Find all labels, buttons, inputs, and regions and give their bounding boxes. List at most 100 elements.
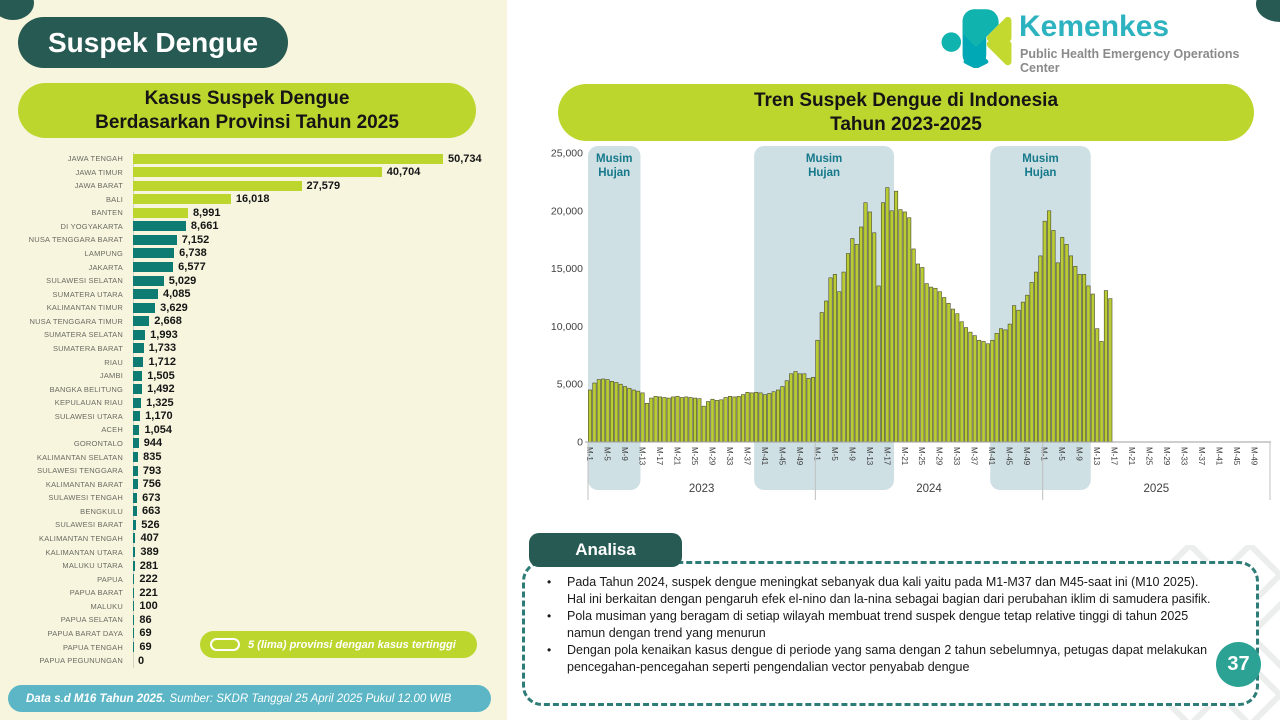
province-row: JAMBI 1,505 — [0, 369, 507, 382]
province-row: BANGKA BELITUNG 1,492 — [0, 383, 507, 396]
left-panel: Suspek Dengue Kasus Suspek Dengue Berdas… — [0, 0, 507, 720]
x-axis-tick-label: M-49 — [1249, 447, 1258, 466]
weekly-bar — [1038, 255, 1043, 443]
trend-chart-title: Tren Suspek Dengue di Indonesia Tahun 20… — [558, 84, 1254, 141]
analysis-box: Pada Tahun 2024, suspek dengue meningkat… — [522, 561, 1259, 706]
y-axis-tick-label: 20,000 — [551, 205, 583, 217]
weekly-bar — [1029, 282, 1034, 443]
weekly-bar — [636, 390, 641, 443]
weekly-bar — [1090, 293, 1095, 443]
province-chart-title-line1: Kasus Suspek Dengue — [144, 88, 350, 110]
province-value: 8,661 — [190, 220, 219, 233]
weekly-bar — [1025, 294, 1030, 443]
province-label: ACEH — [101, 425, 123, 435]
weekly-bar — [894, 190, 899, 443]
kemenkes-logo-icon — [941, 9, 1012, 69]
weekly-bar — [793, 371, 798, 443]
province-bar — [133, 642, 135, 653]
weekly-bar — [640, 392, 645, 443]
province-value: 222 — [139, 573, 158, 586]
weekly-bar — [588, 389, 593, 443]
province-row: RIAU 1,712 — [0, 356, 507, 369]
weekly-bar — [666, 397, 671, 443]
weekly-bar — [1047, 210, 1052, 443]
province-bar — [133, 628, 135, 639]
province-label: SUMATERA UTARA — [52, 289, 123, 299]
weekly-bar — [946, 302, 951, 443]
weekly-bar — [872, 232, 877, 443]
weekly-bar — [929, 286, 934, 443]
weekly-bar — [937, 291, 942, 443]
province-label: SULAWESI TENGGARA — [37, 466, 123, 476]
province-bar — [133, 234, 177, 245]
weekly-bar — [832, 274, 837, 443]
weekly-bar — [902, 211, 907, 443]
province-bar — [133, 180, 302, 191]
province-label: BENGKULU — [80, 506, 123, 516]
province-chart-axis-line — [133, 152, 134, 668]
weekly-bar — [1055, 262, 1060, 443]
weekly-bar — [732, 396, 737, 443]
weekly-bar — [880, 202, 885, 443]
province-value: 407 — [140, 532, 159, 545]
province-row: SUMATERA BARAT 1,733 — [0, 342, 507, 355]
musim-hujan-band — [588, 146, 641, 490]
weekly-bar — [736, 396, 741, 443]
weekly-bar — [1077, 274, 1082, 443]
analysis-bullet: Pada Tahun 2024, suspek dengue meningkat… — [541, 574, 1212, 608]
province-value: 4,085 — [162, 288, 191, 301]
x-axis-tick-label: M-33 — [725, 447, 734, 466]
weekly-bar — [754, 391, 759, 443]
weekly-bar — [675, 396, 680, 443]
province-bar — [133, 560, 135, 571]
province-label: JAWA TENGAH — [67, 154, 123, 163]
province-label: NUSA TENGGARA TIMUR — [29, 316, 123, 326]
weekly-bar — [942, 297, 947, 443]
x-axis-tick-label: M-25 — [1145, 447, 1154, 466]
weekly-bar — [981, 341, 986, 443]
province-label: BANGKA BELITUNG — [49, 384, 123, 394]
weekly-bar — [815, 339, 820, 443]
province-chart-title: Kasus Suspek Dengue Berdasarkan Provinsi… — [18, 83, 476, 138]
weekly-bar — [1068, 255, 1073, 443]
analysis-bullet: Dengan pola kenaikan kasus dengue di per… — [541, 642, 1212, 676]
weekly-bar — [977, 339, 982, 443]
weekly-bar — [964, 327, 969, 443]
province-bar — [133, 411, 141, 422]
province-label: KALIMANTAN TENGAH — [39, 533, 123, 543]
weekly-bar — [710, 398, 715, 443]
province-bar — [133, 302, 156, 313]
x-axis-tick-label: M-17 — [655, 447, 664, 466]
province-label: SULAWESI UTARA — [54, 411, 123, 421]
province-value: 1,733 — [148, 342, 177, 355]
musim-hujan-label: Musim Hujan — [1022, 153, 1058, 179]
x-axis-tick-label: M-49 — [795, 447, 804, 466]
province-label: PAPUA BARAT DAYA — [47, 628, 123, 638]
province-value: 1,505 — [147, 369, 175, 382]
province-bar — [133, 452, 139, 463]
province-value: 793 — [142, 464, 162, 477]
province-label: KALIMANTAN SELATAN — [36, 452, 123, 462]
kemenkes-logo-name: Kemenkes — [1019, 10, 1170, 43]
weekly-bar — [784, 380, 789, 443]
province-bar — [133, 357, 144, 368]
weekly-bar — [688, 397, 693, 443]
province-value: 6,577 — [178, 261, 206, 274]
weekly-bar — [806, 378, 811, 443]
legend-swatch-icon — [210, 638, 240, 651]
province-value: 1,492 — [147, 383, 175, 396]
province-bar — [133, 370, 143, 381]
province-row: KALIMANTAN BARAT 756 — [0, 478, 507, 491]
weekly-bar — [950, 308, 955, 443]
weekly-bar — [1086, 285, 1091, 443]
province-label: BALI — [105, 194, 123, 204]
weekly-bar — [614, 382, 619, 443]
province-label: KALIMANTAN UTARA — [45, 547, 123, 557]
x-axis-tick-label: M-37 — [970, 447, 979, 466]
weekly-bar — [907, 217, 912, 443]
x-axis-tick-label: M-13 — [1092, 447, 1101, 466]
weekly-bar — [631, 389, 636, 443]
x-axis-tick-label: M-5 — [1057, 447, 1066, 461]
page-title: Suspek Dengue — [18, 17, 288, 68]
province-row: SUMATERA SELATAN 1,993 — [0, 328, 507, 341]
